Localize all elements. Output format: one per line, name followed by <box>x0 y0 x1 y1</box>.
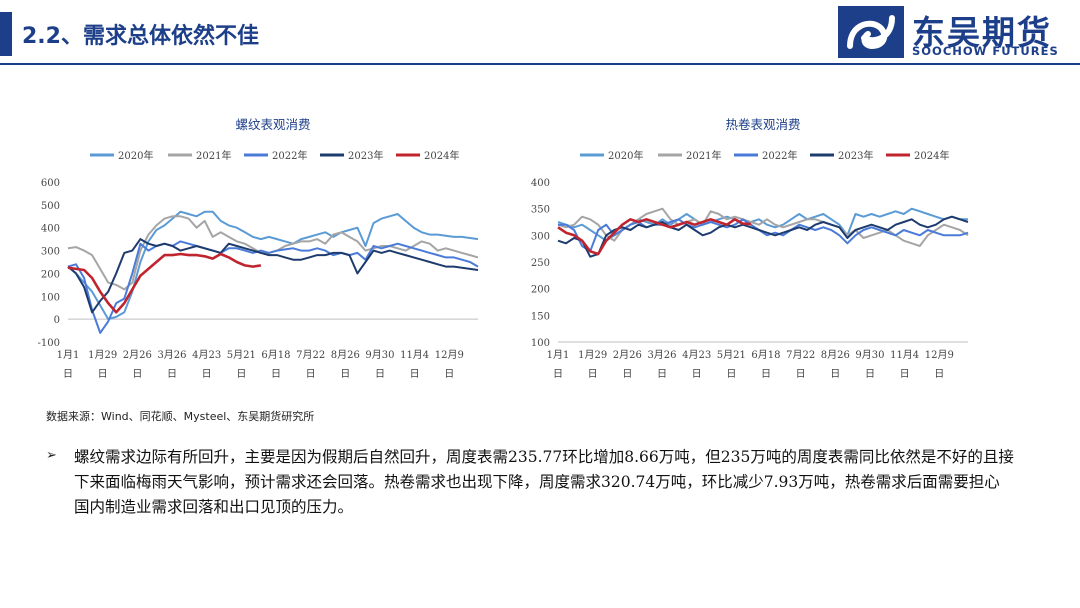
soochow-logo-icon <box>838 6 904 58</box>
chart-title: 螺纹表观消费 <box>235 117 310 132</box>
series-line-2021年 <box>67 215 479 291</box>
legend-label: 2023年 <box>838 149 873 162</box>
y-tick-label: -100 <box>38 338 60 349</box>
page-header: 2.2、需求总体依然不佳 东吴期货 SOOCHOW FUTURES <box>0 0 1080 70</box>
x-tick-label: 3月26 日 <box>647 349 676 380</box>
y-tick-label: 400 <box>531 178 550 189</box>
series-line-2023年 <box>67 238 479 314</box>
series-line-2020年 <box>557 207 968 242</box>
logo-chinese-name: 东吴期货 <box>912 13 1052 52</box>
x-tick-label: 1月29 日 <box>88 349 117 380</box>
x-tick-label: 1月29 日 <box>578 349 607 380</box>
header-accent-bar <box>0 12 12 56</box>
chart-legend: 2020年 2021年 2022年 2023年 2024年 <box>580 149 949 162</box>
legend-label: 2022年 <box>762 149 797 162</box>
header-divider <box>0 63 1080 65</box>
y-tick-label: 350 <box>531 205 550 216</box>
series-line-2022年 <box>67 240 479 334</box>
analysis-paragraph: 螺纹需求边际有所回升，主要是因为假期后自然回升，周度表需235.77环比增加8.… <box>74 448 1014 516</box>
y-tick-label: 300 <box>41 247 60 258</box>
x-tick-label: 11月4 日 <box>890 349 919 380</box>
legend-label: 2021年 <box>196 149 231 162</box>
chart-title: 热卷表观消费 <box>725 117 800 132</box>
y-tick-label: 200 <box>41 269 60 280</box>
y-tick-label: 200 <box>531 285 550 296</box>
y-tick-label: 400 <box>41 224 60 235</box>
y-tick-label: 100 <box>531 338 550 349</box>
legend-label: 2021年 <box>686 149 721 162</box>
rebar-consumption-chart: 螺纹表观消费 2020年 2021年 2022年 2023年 2024年 -100 0 100 2… <box>38 117 479 380</box>
x-tick-label: 12月9 日 <box>925 349 954 380</box>
y-tick-label: 500 <box>41 201 60 212</box>
y-tick-label: 600 <box>41 178 60 189</box>
x-tick-label: 5月21 日 <box>717 349 746 380</box>
y-tick-label: 150 <box>531 311 550 322</box>
x-tick-label: 12月9 日 <box>435 349 464 380</box>
series-line-2023年 <box>557 215 969 258</box>
x-tick-label: 11月4 日 <box>400 349 429 380</box>
x-tick-label: 9月30 日 <box>855 349 884 380</box>
x-tick-label: 9月30 日 <box>365 349 394 380</box>
x-tick-label: 1月1 日 <box>57 349 80 380</box>
y-tick-label: 0 <box>54 315 60 326</box>
x-tick-label: 7月22 日 <box>296 349 325 380</box>
x-tick-label: 4月23 日 <box>682 349 711 380</box>
logo-english-name: SOOCHOW FUTURES <box>912 44 1059 58</box>
y-tick-label: 100 <box>41 292 60 303</box>
x-tick-label: 2月26 日 <box>123 349 152 380</box>
x-tick-label: 7月22 日 <box>786 349 815 380</box>
page-title: 2.2、需求总体依然不佳 <box>22 24 259 49</box>
legend-label: 2024年 <box>424 149 459 162</box>
chart-legend: 2020年 2021年 2022年 2023年 2024年 <box>90 149 459 162</box>
x-tick-label: 6月18 日 <box>261 349 290 380</box>
y-tick-label: 300 <box>531 231 550 242</box>
legend-label: 2024年 <box>914 149 949 162</box>
legend-label: 2020年 <box>608 149 643 162</box>
series-line-2024年 <box>557 218 751 256</box>
x-tick-label: 4月23 日 <box>192 349 221 380</box>
x-tick-label: 8月26 日 <box>331 349 360 380</box>
series-line-2020年 <box>67 210 479 321</box>
bullet-arrow-icon: ➢ <box>46 448 57 463</box>
x-tick-label: 6月18 日 <box>751 349 780 380</box>
x-tick-label: 3月26 日 <box>157 349 186 380</box>
x-tick-label: 8月26 日 <box>821 349 850 380</box>
legend-label: 2020年 <box>118 149 153 162</box>
x-tick-label: 2月26 日 <box>613 349 642 380</box>
series-line-2022年 <box>558 218 969 253</box>
y-tick-label: 250 <box>531 258 550 269</box>
hrc-consumption-chart: 热卷表观消费 2020年 2021年 2022年 2023年 2024年 100 150 200… <box>531 117 969 380</box>
x-tick-label: 1月1 日 <box>547 349 570 380</box>
data-source-note: 数据来源：Wind、同花顺、Mysteel、东吴期货研究所 <box>46 410 315 423</box>
series-line-2024年 <box>67 252 262 314</box>
legend-label: 2022年 <box>272 149 307 162</box>
x-tick-label: 5月21 日 <box>227 349 256 380</box>
legend-label: 2023年 <box>348 149 383 162</box>
